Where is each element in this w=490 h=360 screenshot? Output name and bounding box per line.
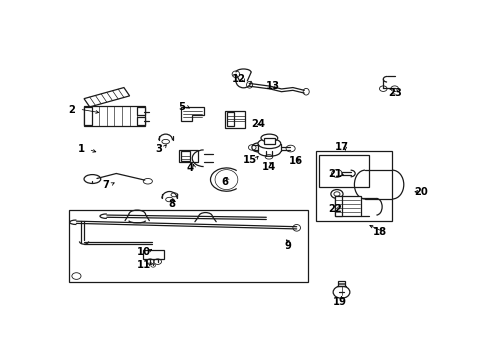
Bar [179, 150, 198, 162]
Text: 9: 9 [285, 240, 292, 251]
Text: 20: 20 [415, 187, 428, 197]
Text: 21: 21 [328, 169, 343, 179]
Text: 5: 5 [178, 102, 186, 112]
Text: 8: 8 [168, 199, 175, 209]
Bar [317, 151, 392, 221]
Bar [143, 250, 164, 260]
Bar [335, 197, 361, 216]
Bar [84, 105, 145, 126]
Bar [137, 117, 145, 125]
Text: 22: 22 [328, 204, 342, 214]
Text: 24: 24 [252, 119, 266, 129]
Text: 11: 11 [137, 260, 151, 270]
Text: 14: 14 [262, 162, 276, 172]
Ellipse shape [258, 139, 281, 149]
Text: 12: 12 [232, 74, 246, 84]
Bar [137, 107, 145, 115]
Text: 19: 19 [333, 297, 347, 307]
Ellipse shape [332, 170, 342, 177]
Text: 16: 16 [289, 156, 303, 166]
Polygon shape [84, 87, 129, 107]
Bar [224, 111, 245, 128]
Text: 6: 6 [221, 177, 228, 187]
Text: 3: 3 [156, 144, 163, 154]
Text: 17: 17 [335, 142, 349, 152]
Text: 23: 23 [388, 88, 401, 98]
Text: 7: 7 [102, 180, 109, 190]
Text: 2: 2 [69, 105, 75, 115]
Bar [227, 112, 234, 126]
Bar [264, 138, 275, 144]
Text: 13: 13 [266, 81, 280, 91]
Bar [335, 197, 342, 216]
Bar [319, 155, 369, 187]
Text: 15: 15 [244, 155, 257, 165]
Polygon shape [181, 107, 204, 121]
Bar [181, 151, 190, 161]
Text: 10: 10 [137, 247, 151, 257]
Text: 1: 1 [77, 144, 85, 154]
Text: 4: 4 [186, 163, 193, 173]
Ellipse shape [261, 134, 278, 142]
Bar [338, 281, 345, 286]
Bar [69, 210, 308, 282]
Bar [84, 107, 92, 125]
Text: 18: 18 [373, 227, 387, 237]
